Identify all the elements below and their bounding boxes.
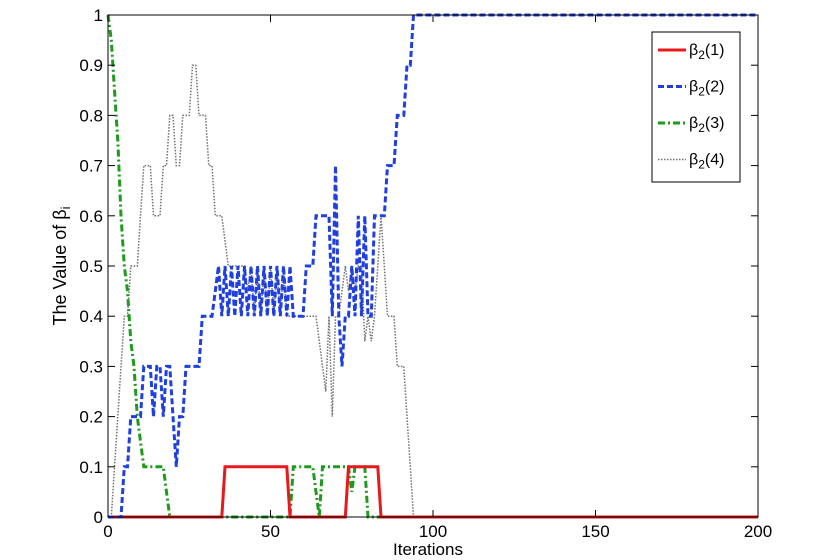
y-tick-label-9: 0.9	[79, 56, 103, 75]
y-tick-label-5: 0.5	[79, 257, 103, 276]
x-axis-label: Iterations	[393, 540, 463, 559]
y-axis-label-subscript: i	[58, 206, 73, 209]
x-tick-labels: 0 50 100 150 200	[103, 522, 772, 541]
series-line-4	[108, 64, 758, 518]
x-tick-label-0: 0	[103, 522, 112, 541]
y-axis-label-main: The Value of β	[50, 209, 70, 325]
y-tick-label-8: 0.8	[79, 106, 103, 125]
y-tick-label-1: 0.1	[79, 458, 103, 477]
y-tick-label-6: 0.6	[79, 207, 103, 226]
legend-label-4: β2(4)	[689, 152, 724, 172]
y-tick-label-3: 0.3	[79, 357, 103, 376]
series-line-2	[108, 13, 758, 519]
y-tick-label-4: 0.4	[79, 307, 103, 326]
x-tick-label-1: 50	[261, 522, 280, 541]
legend-label-2: β2(2)	[689, 79, 724, 99]
y-axis-label: The Value of βi	[50, 206, 73, 325]
y-tick-labels: 0 0.1 0.2 0.3 0.4 0.5 0.6 0.7 0.8 0.9 1	[79, 6, 103, 527]
y-tick-label-0: 0	[94, 508, 103, 527]
x-tick-label-3: 150	[581, 522, 609, 541]
x-tick-label-2: 100	[419, 522, 447, 541]
legend-label-3: β2(3)	[689, 115, 724, 135]
x-tick-label-4: 200	[744, 522, 772, 541]
legend: β2(1) β2(2) β2(3) β2(4)	[651, 31, 741, 183]
y-tick-label-10: 1	[94, 6, 103, 25]
series-line-1	[108, 465, 758, 519]
legend-label-1: β2(1)	[689, 42, 724, 62]
y-tick-label-7: 0.7	[79, 157, 103, 176]
y-tick-label-2: 0.2	[79, 408, 103, 427]
legend-box	[651, 31, 741, 183]
axis-ticks	[107, 14, 759, 518]
